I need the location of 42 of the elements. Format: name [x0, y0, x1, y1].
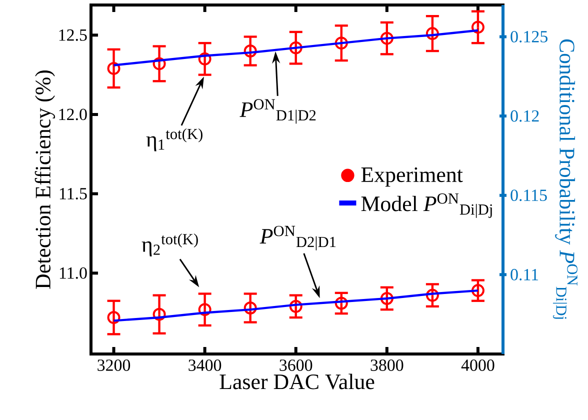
y2-tick-label: 0.12 — [510, 110, 539, 122]
y2-tick-label: 0.11 — [510, 268, 538, 280]
point — [426, 27, 439, 40]
point — [152, 57, 166, 70]
x-tick-label: 3800 — [370, 360, 404, 371]
point — [244, 301, 257, 314]
x-axis-title: Laser DAC Value — [220, 374, 374, 390]
y2-tick-label: 0.115 — [510, 190, 547, 202]
annotation: η$_{2}$tot(K) — [142, 234, 198, 256]
x-tick-label: 3400 — [188, 360, 222, 371]
point — [198, 303, 212, 316]
y2-axis-title: Conditional Probability P$^{ON}$Di|Dj — [552, 39, 578, 319]
point — [380, 292, 394, 305]
x-tick-label: 4000 — [461, 360, 494, 371]
point — [471, 284, 484, 298]
point — [334, 296, 348, 310]
y-tick-label: 11.0 — [60, 267, 87, 279]
line-series — [112, 29, 480, 66]
point — [107, 311, 120, 324]
point — [244, 44, 257, 58]
legend-label: Model P$^{ON}$Di|Dj — [361, 193, 492, 218]
annotation: P$^{ON}$D2|D1 — [260, 226, 336, 250]
point — [471, 20, 484, 34]
point — [334, 36, 348, 50]
y2-tick-label: 0.125 — [510, 30, 548, 42]
y-tick-label: 12.5 — [59, 29, 87, 41]
y-tick-label: 12.0 — [59, 108, 87, 120]
x-tick-label: 3200 — [98, 360, 130, 371]
point — [152, 308, 166, 321]
point — [380, 32, 394, 45]
y-axis-title: Detection Efficiency (%) — [34, 70, 56, 289]
line-series — [112, 289, 480, 322]
legend-label: Experiment — [361, 167, 463, 187]
point — [426, 288, 439, 302]
point — [107, 62, 120, 75]
annotation: P$^{ON}$D1|D2 — [240, 99, 316, 124]
annotation: η$_{1}$tot(K) — [146, 128, 202, 152]
point — [289, 41, 302, 54]
y-tick-label: 11.5 — [60, 188, 87, 200]
x-tick-label: 3600 — [280, 360, 312, 371]
point — [198, 52, 212, 66]
point — [289, 300, 302, 313]
